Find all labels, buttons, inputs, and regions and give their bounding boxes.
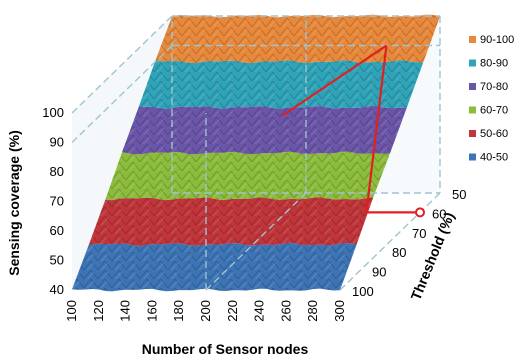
z-tick-70: 70	[412, 226, 426, 241]
x-axis-label: Number of Sensor nodes	[142, 341, 309, 357]
legend-label-40-50: 40-50	[480, 152, 508, 164]
z-tick-100: 100	[352, 284, 374, 299]
x-tick-100: 100	[64, 300, 79, 322]
z-axis-ticks: 50 60 70 80 90 100	[352, 187, 466, 299]
x-axis-ticks: 100 120 140 160 180 200 220 240 260 280 300	[64, 300, 347, 322]
grid-floor-200	[205, 192, 307, 291]
y-axis-label: Sensing coverage (%)	[6, 130, 22, 276]
z-tick-90: 90	[372, 265, 386, 280]
y-axis-ticks: 40 50 60 70 80 90 100	[42, 105, 64, 297]
z-tick-60: 60	[432, 206, 446, 221]
y-tick-40: 40	[50, 282, 64, 297]
x-tick-260: 260	[278, 300, 293, 322]
y-tick-100: 100	[42, 105, 64, 120]
legend-swatch-50-60	[469, 130, 476, 137]
legend-swatch-90-100	[469, 36, 476, 43]
z-tick-80: 80	[392, 245, 406, 260]
surface-band-texture-80-90	[138, 60, 424, 109]
y-tick-60: 60	[50, 223, 64, 238]
x-tick-200: 200	[198, 300, 213, 322]
legend: 90-100 80-90 70-80 60-70 50-60 40-50	[469, 34, 514, 164]
surface-band-texture-40-50	[72, 242, 357, 292]
x-tick-220: 220	[225, 300, 240, 322]
y-tick-50: 50	[50, 253, 64, 268]
coverage-surface	[72, 14, 441, 292]
legend-swatch-40-50	[469, 153, 476, 161]
y-tick-70: 70	[50, 194, 64, 209]
highlight-guide	[281, 44, 425, 218]
legend-label-50-60: 50-60	[480, 128, 508, 140]
legend-swatch-70-80	[469, 83, 476, 90]
legend-swatch-80-90	[469, 59, 476, 67]
grid-left-90	[71, 44, 173, 144]
surface-band-texture-90-100	[155, 14, 441, 64]
x-tick-280: 280	[305, 300, 320, 322]
x-tick-300: 300	[332, 300, 347, 322]
x-tick-180: 180	[171, 300, 186, 322]
legend-label-60-70: 60-70	[480, 105, 508, 117]
x-tick-160: 160	[144, 300, 159, 322]
legend-label-90-100: 90-100	[480, 34, 514, 46]
legend-label-70-80: 70-80	[480, 81, 508, 93]
legend-label-80-90: 80-90	[480, 58, 508, 70]
y-tick-80: 80	[50, 164, 64, 179]
highlight-vertical	[365, 45, 388, 213]
z-tick-50: 50	[452, 187, 466, 202]
legend-swatch-60-70	[469, 106, 476, 114]
highlight-diagonal	[281, 44, 388, 117]
surface-band-texture-50-60	[88, 197, 374, 246]
z-axis-label: Threshold (%)	[407, 210, 457, 303]
x-tick-240: 240	[252, 300, 267, 322]
grid-left-top	[71, 15, 173, 114]
x-tick-120: 120	[91, 300, 106, 322]
x-tick-140: 140	[118, 300, 133, 322]
surface-band-texture-60-70	[105, 151, 391, 201]
gridlines	[71, 15, 441, 291]
surface-band-texture-70-80	[122, 105, 407, 155]
y-tick-90: 90	[50, 135, 64, 150]
highlight-marker	[415, 207, 425, 218]
